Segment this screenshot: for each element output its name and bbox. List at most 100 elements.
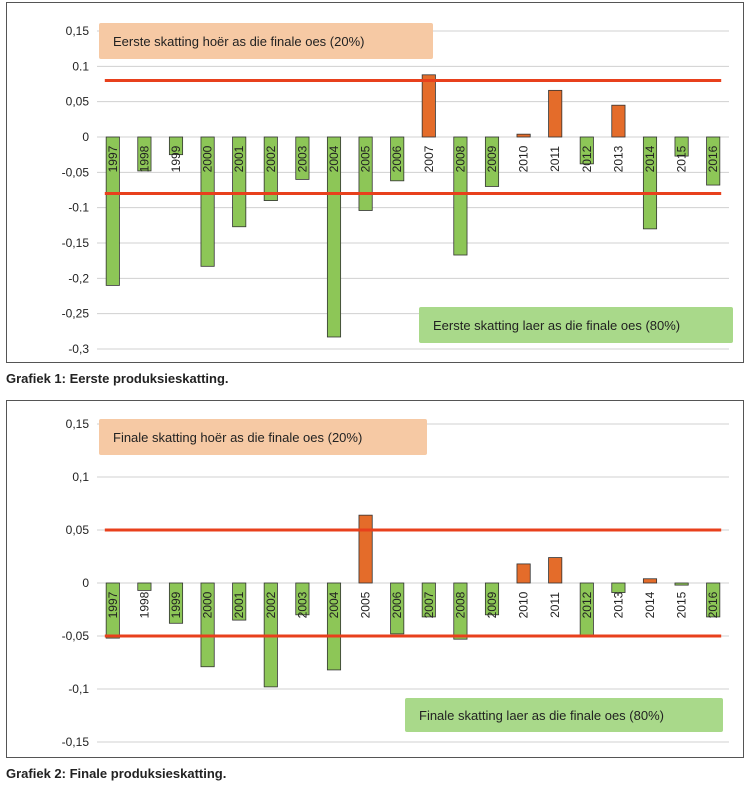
x-category-label: 2001 (232, 145, 246, 172)
y-tick-label: -0,3 (68, 342, 89, 356)
x-category-label: 1997 (106, 591, 120, 618)
x-category-label: 2007 (422, 145, 436, 172)
x-category-label: 2012 (580, 591, 594, 618)
chart-panel-2: 0,15 0,1 0,05 0 -0,05 -0,1 -0,15 Finale skattin… (6, 400, 744, 758)
chart-2-svg: 0,15 0,1 0,05 0 -0,05 -0,1 -0,15 Finale skattin… (62, 417, 729, 749)
bar (168, 136, 184, 156)
bar (706, 136, 721, 186)
x-category-label: 2009 (485, 145, 499, 172)
bar (674, 582, 689, 586)
bar (516, 563, 531, 584)
lower-annotation-box (419, 307, 733, 343)
x-category-label: 2014 (643, 145, 657, 172)
y-tick-label: -0,05 (62, 629, 90, 643)
upper-annotation-text: Finale skatting hoër as die finale oes (… (113, 430, 362, 445)
x-category-label: 2005 (359, 591, 373, 618)
bar (200, 582, 215, 668)
bar (453, 136, 468, 256)
y-tick-label: -0,15 (62, 236, 90, 250)
bar (484, 136, 500, 187)
x-category-label: 2001 (232, 591, 246, 618)
lower-annotation-text: Eerste skatting laer as die finale oes (… (433, 318, 680, 333)
y-tick-label: 0 (82, 576, 89, 590)
bar (453, 582, 468, 640)
x-category-label: 2013 (611, 145, 625, 172)
x-category-label: 2010 (517, 591, 531, 618)
bar (168, 582, 184, 624)
x-category-label: 2013 (611, 591, 625, 618)
bar (105, 582, 120, 639)
lower-annotation-text: Finale skatting laer as die finale oes (… (419, 708, 664, 723)
bar (390, 582, 405, 635)
bar (674, 136, 689, 157)
bar (579, 136, 594, 165)
bar (295, 582, 310, 616)
bar (642, 136, 658, 230)
y-tick-label: 0,15 (66, 417, 90, 431)
y-tick-label: 0,15 (66, 24, 90, 38)
chart-panel-1: 0,15 0.1 0,05 0 -0,05 -0.1 -0,15 -0,2 -0,25 -0,3 E… (6, 2, 744, 363)
chart-1-caption: Grafiek 1: Eerste produksieskatting. (6, 371, 229, 386)
x-category-label: 1999 (169, 145, 183, 172)
x-category-label: 1999 (169, 591, 183, 618)
bar (232, 582, 247, 621)
x-category-label: 2015 (675, 591, 689, 618)
y-tick-label: -0,2 (68, 271, 89, 285)
bar (263, 136, 278, 201)
x-category-label: 2014 (643, 591, 657, 618)
x-category-label: 2003 (295, 145, 309, 172)
bar (706, 582, 721, 618)
bar (295, 136, 310, 180)
upper-annotation-box (99, 23, 433, 59)
x-category-label: 2004 (327, 591, 341, 618)
x-category-label: 2005 (359, 145, 373, 172)
chart-1-svg: 0,15 0.1 0,05 0 -0,05 -0.1 -0,15 -0,2 -0,25 -0,3 E… (62, 23, 733, 356)
bar (358, 514, 373, 584)
x-category-label: 2016 (706, 591, 720, 618)
upper-annotation-box (99, 419, 427, 455)
bar (200, 136, 215, 267)
x-category-label: 2000 (201, 591, 215, 618)
y-tick-label: -0,15 (62, 735, 90, 749)
bar (642, 578, 658, 584)
x-category-label: 2010 (517, 145, 531, 172)
x-category-label: 2008 (453, 145, 467, 172)
bar (548, 89, 563, 138)
y-tick-label: 0,1 (72, 470, 89, 484)
x-category-label: 2004 (327, 145, 341, 172)
x-category-label: 2003 (295, 591, 309, 618)
x-category-label: 2002 (264, 591, 278, 618)
bar (421, 74, 436, 138)
x-category-label: 1998 (137, 145, 151, 172)
bar (390, 136, 405, 182)
bar (137, 136, 152, 172)
x-category-label: 2002 (264, 145, 278, 172)
x-category-label: 2000 (201, 145, 215, 172)
y-tick-label: -0,05 (62, 165, 90, 179)
y-tick-label: 0 (82, 130, 89, 144)
x-category-label: 2006 (390, 591, 404, 618)
bar (326, 582, 342, 671)
bar (137, 582, 152, 591)
x-category-label: 2011 (548, 592, 562, 618)
lower-annotation-box (405, 698, 723, 732)
x-category-label: 2016 (706, 145, 720, 172)
bar (326, 136, 342, 338)
y-tick-label: -0,1 (68, 682, 89, 696)
x-category-label: 1997 (106, 145, 120, 172)
bar (421, 582, 436, 618)
bar (611, 104, 626, 138)
y-tick-label: 0.1 (72, 59, 89, 73)
bar (516, 133, 531, 138)
x-category-label: 2012 (580, 145, 594, 172)
y-tick-label: -0,25 (62, 307, 90, 321)
x-category-label: 2015 (675, 145, 689, 172)
x-category-label: 1998 (137, 591, 151, 618)
bar (611, 582, 626, 593)
x-category-label: 2007 (422, 591, 436, 618)
upper-annotation-text: Eerste skatting hoër as die finale oes (… (113, 34, 364, 49)
bar (232, 136, 247, 228)
x-category-label: 2006 (390, 145, 404, 172)
bar (105, 136, 120, 286)
x-category-label: 2009 (485, 591, 499, 618)
